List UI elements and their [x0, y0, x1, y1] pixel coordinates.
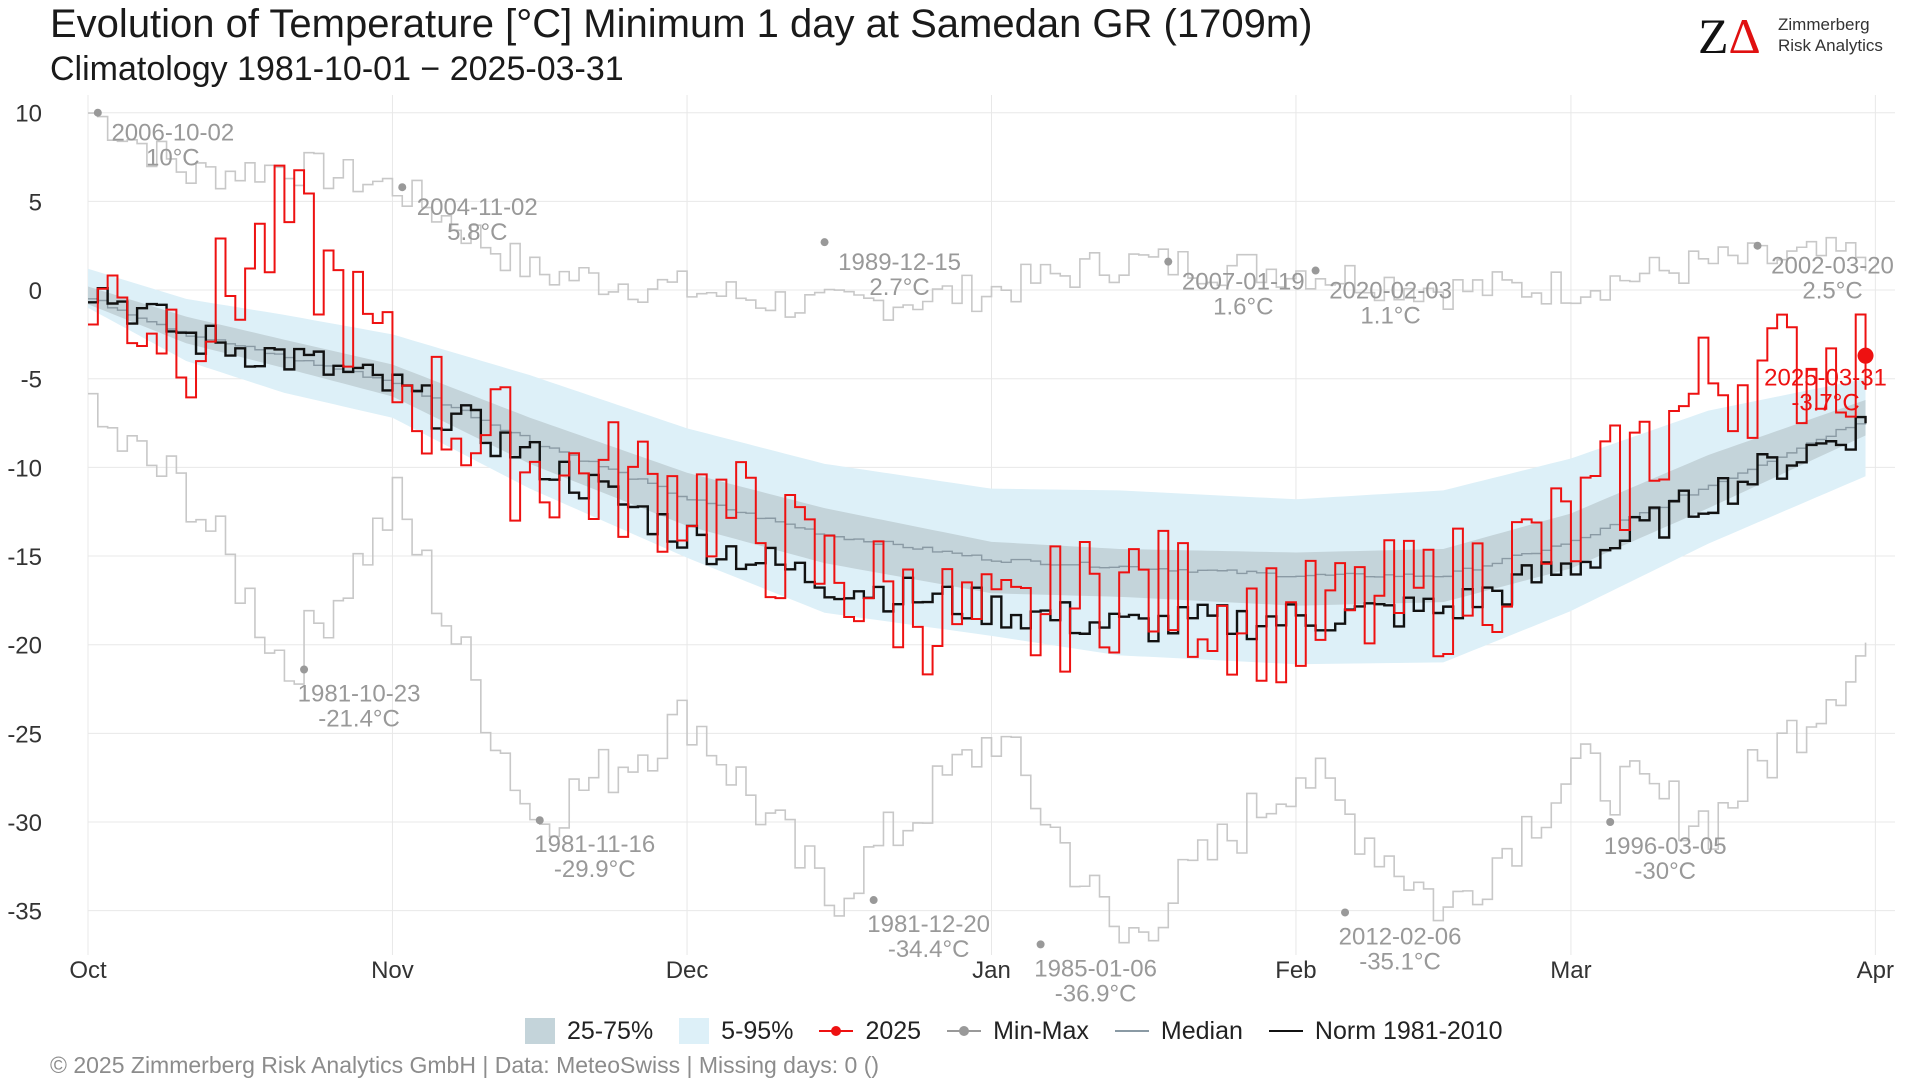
y-tick-label: -5: [21, 367, 42, 394]
legend-line-median: [1114, 1021, 1149, 1041]
x-tick-label: Feb: [1275, 957, 1316, 984]
record-point: [1606, 818, 1615, 827]
footer-copyright: © 2025 Zimmerberg Risk Analytics GmbH | …: [50, 1052, 880, 1078]
page-title: Evolution of Temperature [°C] Minimum 1 …: [50, 2, 1313, 46]
y-tick-label: -35: [7, 899, 42, 926]
record-point: [869, 896, 878, 905]
x-tick-label: Oct: [69, 957, 107, 984]
legend-item-5-95: 5-95%: [679, 1017, 793, 1046]
record-point: [1036, 940, 1045, 949]
legend-line-min-max: [947, 1021, 982, 1041]
year-2025-line: [88, 164, 1867, 684]
current-date-label: 2025-03-31: [1764, 365, 1887, 392]
x-tick-label: Nov: [371, 957, 414, 984]
record-value-label: 2.7°C: [869, 274, 929, 301]
legend-item-norm: Norm 1981-2010: [1268, 1017, 1503, 1046]
series-lines: [88, 112, 1867, 944]
record-date-label: 2012-02-06: [1339, 923, 1462, 950]
record-value-label: -29.9°C: [554, 856, 636, 883]
record-point: [93, 108, 102, 117]
legend-line-2025: [819, 1021, 854, 1041]
y-tick-label: -20: [7, 633, 42, 660]
x-tick-label: Apr: [1857, 957, 1894, 984]
company-logo: ZΔ Zimmerberg Risk Analytics: [1698, 10, 1898, 62]
legend-item-min-max: Min-Max: [947, 1017, 1089, 1046]
record-value-label: -34.4°C: [888, 936, 970, 963]
x-tick-label: Mar: [1550, 957, 1591, 984]
record-date-label: 2002-03-20: [1771, 253, 1894, 280]
record-value-label: 5.8°C: [447, 219, 507, 246]
record-point: [820, 238, 829, 247]
record-date-label: 1981-11-16: [534, 831, 655, 858]
record-date-label: 1981-12-20: [867, 911, 990, 938]
axes: 10 5 0 -5 -10 -15 -20 -25 -30 -35 Oct Nov Dec Jan Feb M…: [7, 101, 1894, 984]
x-tick-label: Dec: [666, 957, 709, 984]
record-date-label: 1989-12-15: [838, 249, 961, 276]
record-date-label: 2004-11-02: [417, 194, 538, 221]
percentile-bands: [88, 268, 1866, 665]
record-point: [300, 665, 309, 674]
legend-item-2025: 2025: [819, 1017, 921, 1046]
legend-item-25-75: 25-75%: [525, 1017, 653, 1046]
record-point: [1341, 908, 1350, 917]
logo-line-2: Risk Analytics: [1778, 36, 1883, 55]
record-date-label: 1985-01-06: [1034, 955, 1157, 982]
logo-text: Zimmerberg Risk Analytics: [1778, 14, 1883, 56]
record-value-label: -35.1°C: [1359, 948, 1441, 975]
y-tick-label: -30: [7, 810, 42, 837]
max-record-line: [88, 112, 1867, 321]
record-date-label: 1996-03-05: [1604, 833, 1727, 860]
band-25-75: [88, 286, 1866, 606]
current-value-label: -3.7°C: [1791, 390, 1859, 417]
record-date-label: 2020-02-03: [1329, 278, 1452, 305]
record-value-label: 1.6°C: [1213, 294, 1273, 321]
x-tick-label: Jan: [972, 957, 1011, 984]
current-point: [1857, 347, 1874, 364]
record-annotations: 2006-10-0210°C2004-11-025.8°C1989-12-152…: [93, 108, 1894, 1007]
y-tick-label: 5: [29, 189, 42, 216]
record-date-label: 1981-10-23: [298, 681, 421, 708]
record-value-label: -30°C: [1634, 858, 1696, 885]
logo-line-1: Zimmerberg: [1778, 15, 1870, 34]
y-tick-label: -15: [7, 544, 42, 571]
band-5-95: [88, 268, 1866, 665]
y-tick-label: 0: [29, 278, 42, 305]
y-tick-label: 10: [15, 101, 42, 128]
record-point: [535, 816, 544, 825]
record-value-label: 10°C: [146, 145, 200, 172]
record-point: [398, 183, 407, 192]
record-point: [1753, 241, 1762, 250]
chart-legend: 25-75% 5-95% 2025 Min-Max Median Norm 19…: [525, 1013, 1529, 1049]
legend-swatch-25-75: [525, 1018, 555, 1044]
record-value-label: 1.1°C: [1360, 303, 1420, 330]
record-date-label: 2006-10-02: [111, 120, 234, 147]
logo-mark: ZΔ: [1698, 8, 1761, 64]
legend-swatch-5-95: [679, 1018, 710, 1044]
record-value-label: -21.4°C: [318, 706, 400, 733]
record-point: [1164, 257, 1173, 266]
y-tick-label: -10: [7, 455, 42, 482]
y-tick-label: -25: [7, 721, 42, 748]
record-point: [1311, 266, 1320, 275]
legend-line-norm: [1268, 1021, 1303, 1041]
record-value-label: -36.9°C: [1055, 980, 1137, 1007]
legend-item-median: Median: [1114, 1017, 1243, 1046]
min-record-line: [88, 392, 1867, 944]
record-value-label: 2.5°C: [1802, 278, 1862, 305]
page-subtitle: Climatology 1981-10-01 − 2025-03-31: [50, 50, 624, 88]
record-date-label: 2007-01-19: [1182, 269, 1305, 296]
